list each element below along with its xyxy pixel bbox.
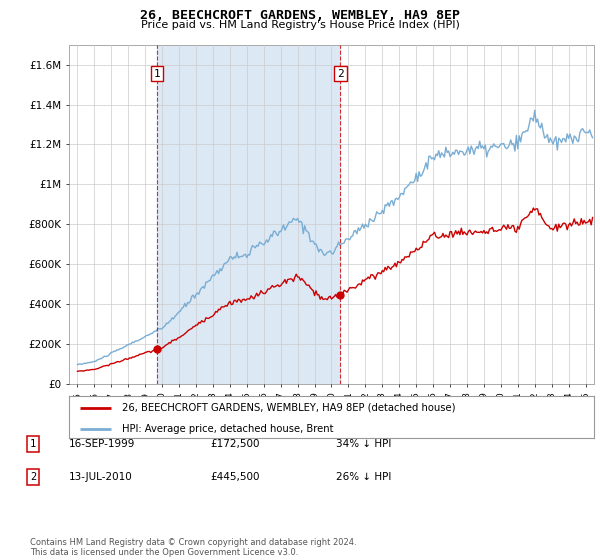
Text: 2: 2 (337, 69, 344, 79)
Text: 1: 1 (154, 69, 161, 79)
Text: 26% ↓ HPI: 26% ↓ HPI (336, 472, 391, 482)
Bar (157, 45, 340, 384)
Text: 34% ↓ HPI: 34% ↓ HPI (336, 439, 391, 449)
Text: 1: 1 (30, 439, 36, 449)
Text: 13-JUL-2010: 13-JUL-2010 (69, 472, 133, 482)
Text: HPI: Average price, detached house, Brent: HPI: Average price, detached house, Bren… (121, 424, 333, 433)
Text: Contains HM Land Registry data © Crown copyright and database right 2024.
This d: Contains HM Land Registry data © Crown c… (30, 538, 356, 557)
Text: 26, BEECHCROFT GARDENS, WEMBLEY, HA9 8EP (detached house): 26, BEECHCROFT GARDENS, WEMBLEY, HA9 8EP… (121, 403, 455, 413)
Text: 26, BEECHCROFT GARDENS, WEMBLEY, HA9 8EP: 26, BEECHCROFT GARDENS, WEMBLEY, HA9 8EP (140, 9, 460, 22)
Text: £172,500: £172,500 (210, 439, 260, 449)
Text: £445,500: £445,500 (210, 472, 260, 482)
Text: 16-SEP-1999: 16-SEP-1999 (69, 439, 136, 449)
Text: 2: 2 (30, 472, 36, 482)
Text: Price paid vs. HM Land Registry's House Price Index (HPI): Price paid vs. HM Land Registry's House … (140, 20, 460, 30)
